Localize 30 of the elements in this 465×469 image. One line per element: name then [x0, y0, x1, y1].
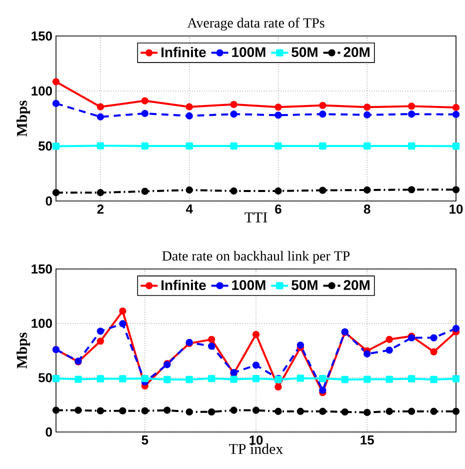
y-axis-title: Mbps: [16, 100, 30, 137]
legend-label: Infinite: [162, 280, 206, 290]
y-tick-label: 100: [32, 318, 52, 328]
x-tick-label: 6: [275, 204, 282, 214]
y-tick-label: 50: [38, 141, 52, 151]
legend-label: Infinite: [162, 46, 206, 58]
chart-title: Average data rate of TPs: [187, 18, 324, 31]
chart-title: Date rate on backhaul link per TP: [162, 250, 350, 264]
y-tick-label: 150: [32, 264, 52, 274]
x-tick-label: 4: [186, 204, 193, 214]
y-tick-label: 0: [46, 196, 52, 206]
legend-label: 100M: [232, 280, 266, 290]
y-axis-title: Mbps: [16, 332, 30, 369]
x-axis-title: TTI: [244, 212, 268, 222]
x-tick-label: 2: [97, 204, 104, 214]
y-tick-label: 100: [32, 86, 52, 96]
x-tick-label: 15: [360, 436, 374, 445]
x-tick-label: 10: [250, 436, 263, 445]
y-tick-label: 0: [46, 427, 52, 437]
legend-label: 50M: [292, 280, 318, 290]
x-tick-label: 5: [142, 436, 148, 445]
x-tick-label: 10: [450, 204, 463, 214]
x-axis-title: TP index: [229, 444, 283, 454]
legend-label: 20M: [344, 47, 370, 58]
y-tick-label: 150: [32, 31, 52, 41]
x-tick-label: 8: [364, 204, 370, 214]
legend-label: 100M: [232, 47, 266, 58]
y-tick-label: 50: [38, 373, 52, 382]
legend-label: 50M: [292, 47, 318, 58]
legend-label: 20M: [344, 280, 370, 290]
